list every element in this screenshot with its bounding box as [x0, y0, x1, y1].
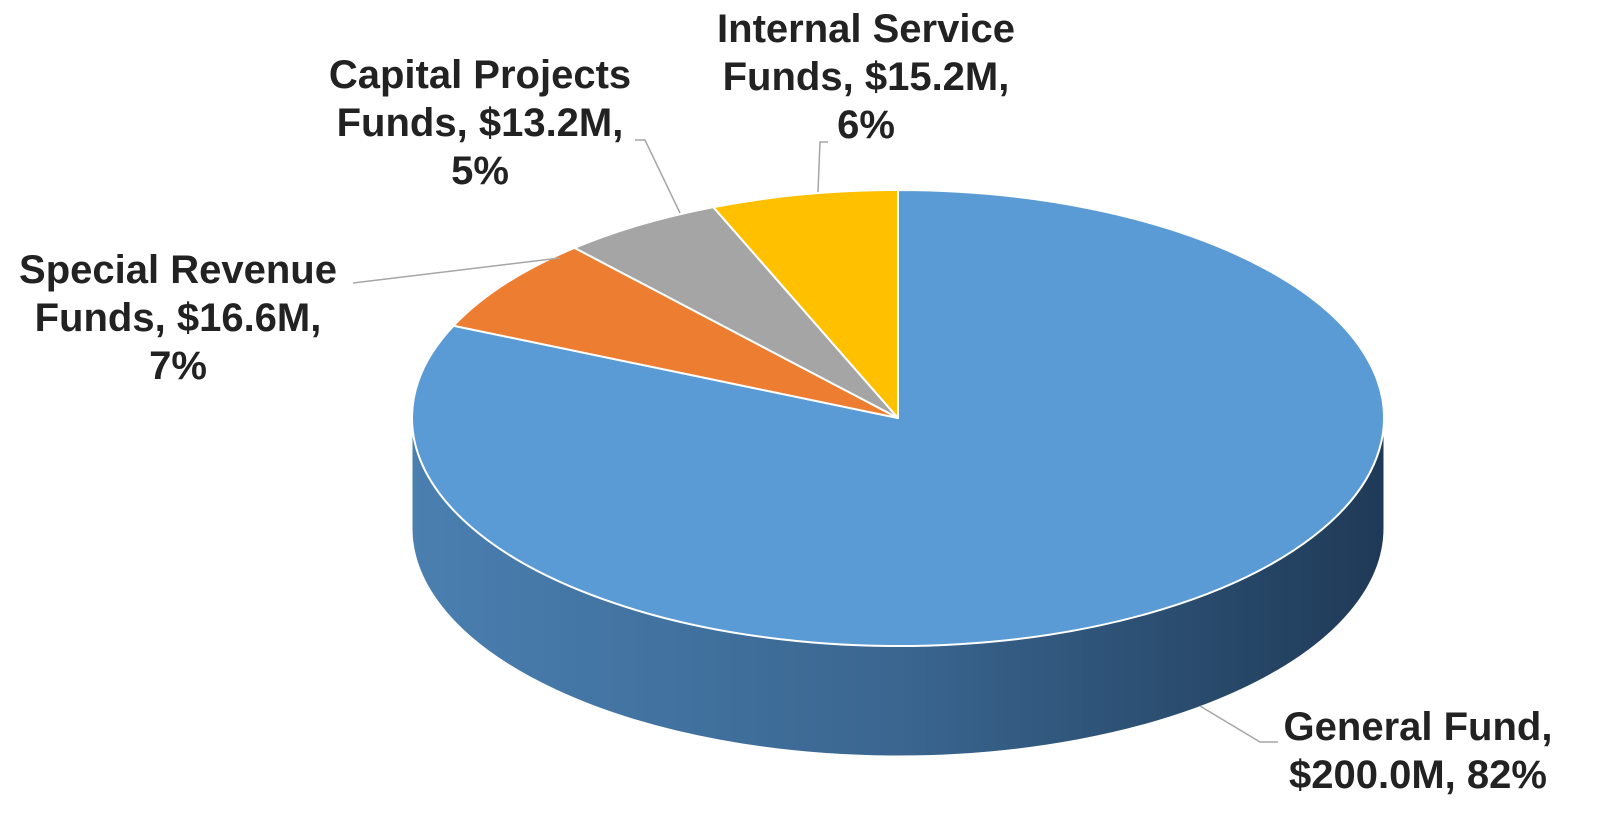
- label-line: Funds, $13.2M,: [337, 101, 624, 145]
- label-line: Special Revenue: [19, 248, 337, 292]
- label-capital-projects-funds: Capital Projects Funds, $13.2M, 5%: [329, 53, 631, 193]
- label-line: General Fund,: [1284, 705, 1553, 749]
- leader-internal-service-funds: [818, 142, 828, 192]
- label-special-revenue-funds: Special Revenue Funds, $16.6M, 7%: [19, 248, 337, 388]
- label-line: Funds, $16.6M,: [35, 296, 322, 340]
- label-line: 7%: [149, 344, 207, 388]
- label-line: Internal Service: [717, 7, 1015, 51]
- leader-general-fund: [1200, 706, 1278, 742]
- label-internal-service-funds: Internal Service Funds, $15.2M, 6%: [717, 7, 1015, 147]
- label-line: $200.0M, 82%: [1289, 753, 1547, 797]
- label-line: 6%: [837, 103, 895, 147]
- label-general-fund: General Fund, $200.0M, 82%: [1284, 705, 1553, 797]
- leader-capital-projects-funds: [635, 140, 680, 213]
- label-line: Funds, $15.2M,: [723, 55, 1010, 99]
- label-line: 5%: [451, 149, 509, 193]
- label-line: Capital Projects: [329, 53, 631, 97]
